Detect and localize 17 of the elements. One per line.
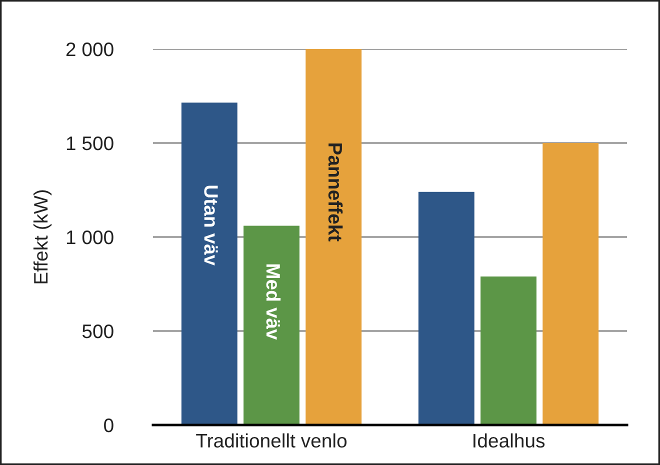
x-tick-label: Traditionellt venlo: [196, 433, 347, 448]
y-tick-label: 1 500: [66, 136, 114, 150]
x-tick-label: Idealhus: [474, 433, 545, 448]
y-tick-label: 0: [104, 418, 114, 432]
series-label: Utan väv: [204, 186, 218, 266]
bar: [244, 226, 300, 425]
bar: [542, 143, 599, 425]
series-label: Panneffekt: [328, 143, 343, 242]
y-axis-title: Effekt (kW): [33, 190, 52, 284]
bar: [418, 192, 474, 425]
series-label: Med väv: [266, 264, 281, 340]
y-tick-label: 500: [82, 324, 114, 338]
bar: [480, 276, 536, 425]
y-tick-label: 2 000: [66, 42, 114, 56]
bar: [306, 49, 362, 425]
y-tick-label: 1 000: [66, 230, 114, 244]
bar: [181, 102, 238, 425]
